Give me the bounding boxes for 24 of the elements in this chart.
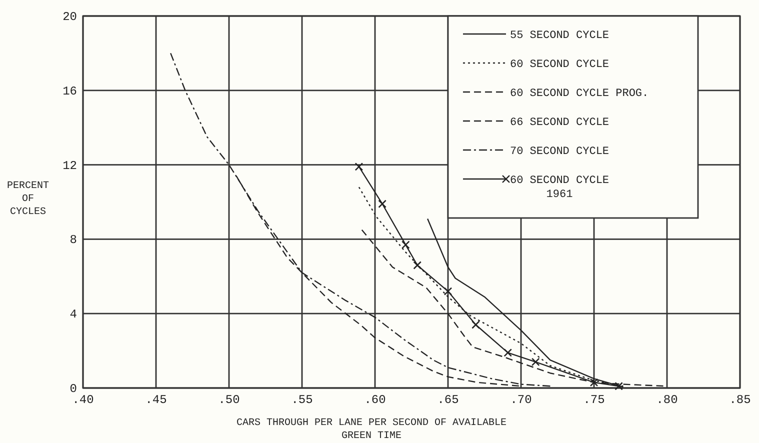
- x-tick-label: .75: [583, 393, 605, 407]
- x-tick-label: .55: [291, 393, 313, 407]
- x-tick-label: .65: [437, 393, 459, 407]
- x-tick-label: .70: [510, 393, 532, 407]
- y-tick-label: 20: [62, 10, 77, 24]
- legend-label: 60 SECOND CYCLE 1961: [510, 175, 610, 201]
- y-tick-label: 12: [62, 158, 77, 173]
- x-axis-title: CARS THROUGH PER LANE PER SECOND OF AVAILABLE GREEN TIME: [236, 418, 507, 442]
- legend-label: 60 SECOND CYCLE: [510, 59, 610, 71]
- legend-label: 70 SECOND CYCLE: [510, 146, 610, 158]
- legend-label: 55 SECOND CYCLE: [510, 30, 610, 42]
- legend-label: 66 SECOND CYCLE: [510, 117, 610, 129]
- x-tick-label: .50: [218, 393, 240, 407]
- x-tick-label: .45: [145, 393, 167, 407]
- x-tick-label: .40: [72, 393, 94, 407]
- x-tick-label: .80: [656, 393, 678, 407]
- y-tick-label: 16: [62, 84, 77, 98]
- y-tick-label: 0: [70, 382, 77, 396]
- y-tick-label: 8: [70, 233, 77, 248]
- y-tick-label: 4: [70, 308, 77, 322]
- y-axis-title: PERCENT OF CYCLES: [6, 181, 50, 218]
- x-tick-label: .60: [364, 393, 386, 407]
- x-tick-label: .85: [729, 393, 751, 407]
- legend-label: 60 SECOND CYCLE PROG.: [510, 88, 649, 100]
